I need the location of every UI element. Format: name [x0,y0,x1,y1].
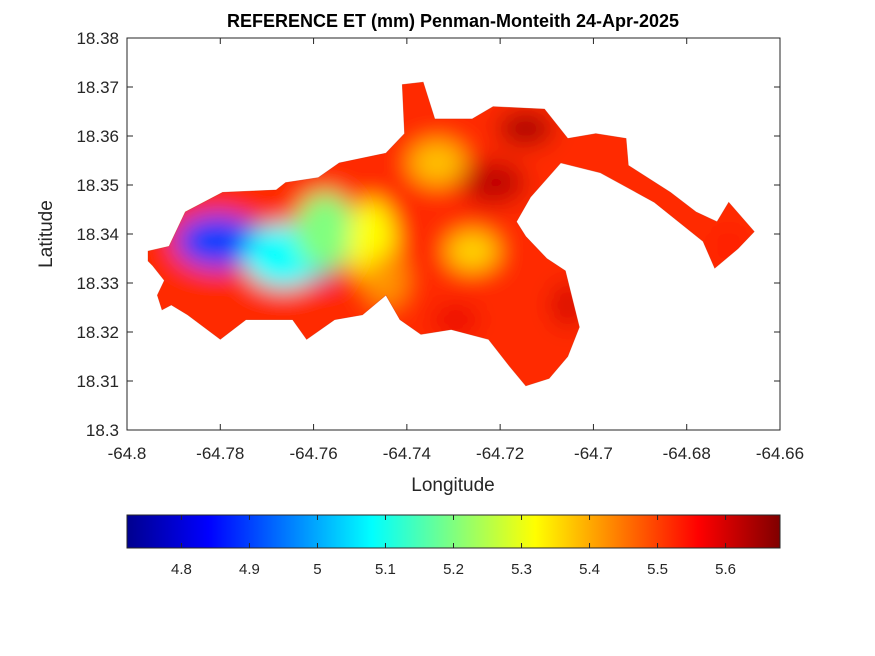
y-axis: 18.3 18.31 18.32 18.33 18.34 18.35 18.36 18.37 1… [76,29,780,440]
colorbar [126,514,781,549]
field-feature-8 [364,253,407,308]
x-tick-label: -64.68 [663,444,711,463]
chart-title: REFERENCE ET (mm) Penman-Monteith 24-Apr… [227,11,679,31]
colorbar-tick-label: 4.9 [239,561,260,578]
land-boundary [147,81,755,387]
field-feature-9 [460,160,526,205]
y-axis-label: Latitude [36,200,57,268]
y-tick-label: 18.33 [76,274,119,293]
x-tick-label: -64.78 [196,444,244,463]
x-tick-label: -64.72 [476,444,524,463]
y-tick-label: 18.35 [76,176,119,195]
colorbar-tick-label: 5.2 [443,561,464,578]
field-feature-10 [497,111,554,146]
y-tick-label: 18.3 [86,421,119,440]
y-tick-label: 18.37 [76,78,119,97]
y-tick-label: 18.38 [76,29,119,48]
y-tick-label: 18.31 [76,372,119,391]
y-tick-label: 18.36 [76,127,119,146]
x-tick-label: -64.8 [108,444,147,463]
y-tick-label: 18.32 [76,323,119,342]
field-feature-6 [409,140,466,185]
x-tick-label: -64.74 [383,444,431,463]
colorbar-tick-label: 5.3 [511,561,532,578]
x-axis: -64.8 -64.78 -64.76 -64.74 -64.72 -64.7 -64.68… [108,38,804,463]
colorbar-tick-label: 5.4 [579,561,600,578]
x-tick-label: -64.76 [289,444,337,463]
x-tick-label: -64.7 [574,444,613,463]
colorbar-tick-label: 5.6 [715,561,736,578]
y-tick-label: 18.34 [76,225,119,244]
colorbar-tick-label: 5.5 [647,561,668,578]
colorbar-tick-label: 4.8 [171,561,192,578]
colorbar-tick-label: 5 [313,561,321,578]
x-tick-label: -64.66 [756,444,804,463]
field-feature-1 [175,214,260,269]
colorbar-tick-label: 5.1 [375,561,396,578]
field-feature-4 [294,192,356,271]
x-axis-label: Longitude [411,475,494,496]
field-feature-12 [432,305,480,335]
field-feature-7 [446,231,498,271]
colorbar-ticks: 4.8 4.9 5 5.1 5.2 5.3 5.4 5.5 5.6 [171,515,736,578]
